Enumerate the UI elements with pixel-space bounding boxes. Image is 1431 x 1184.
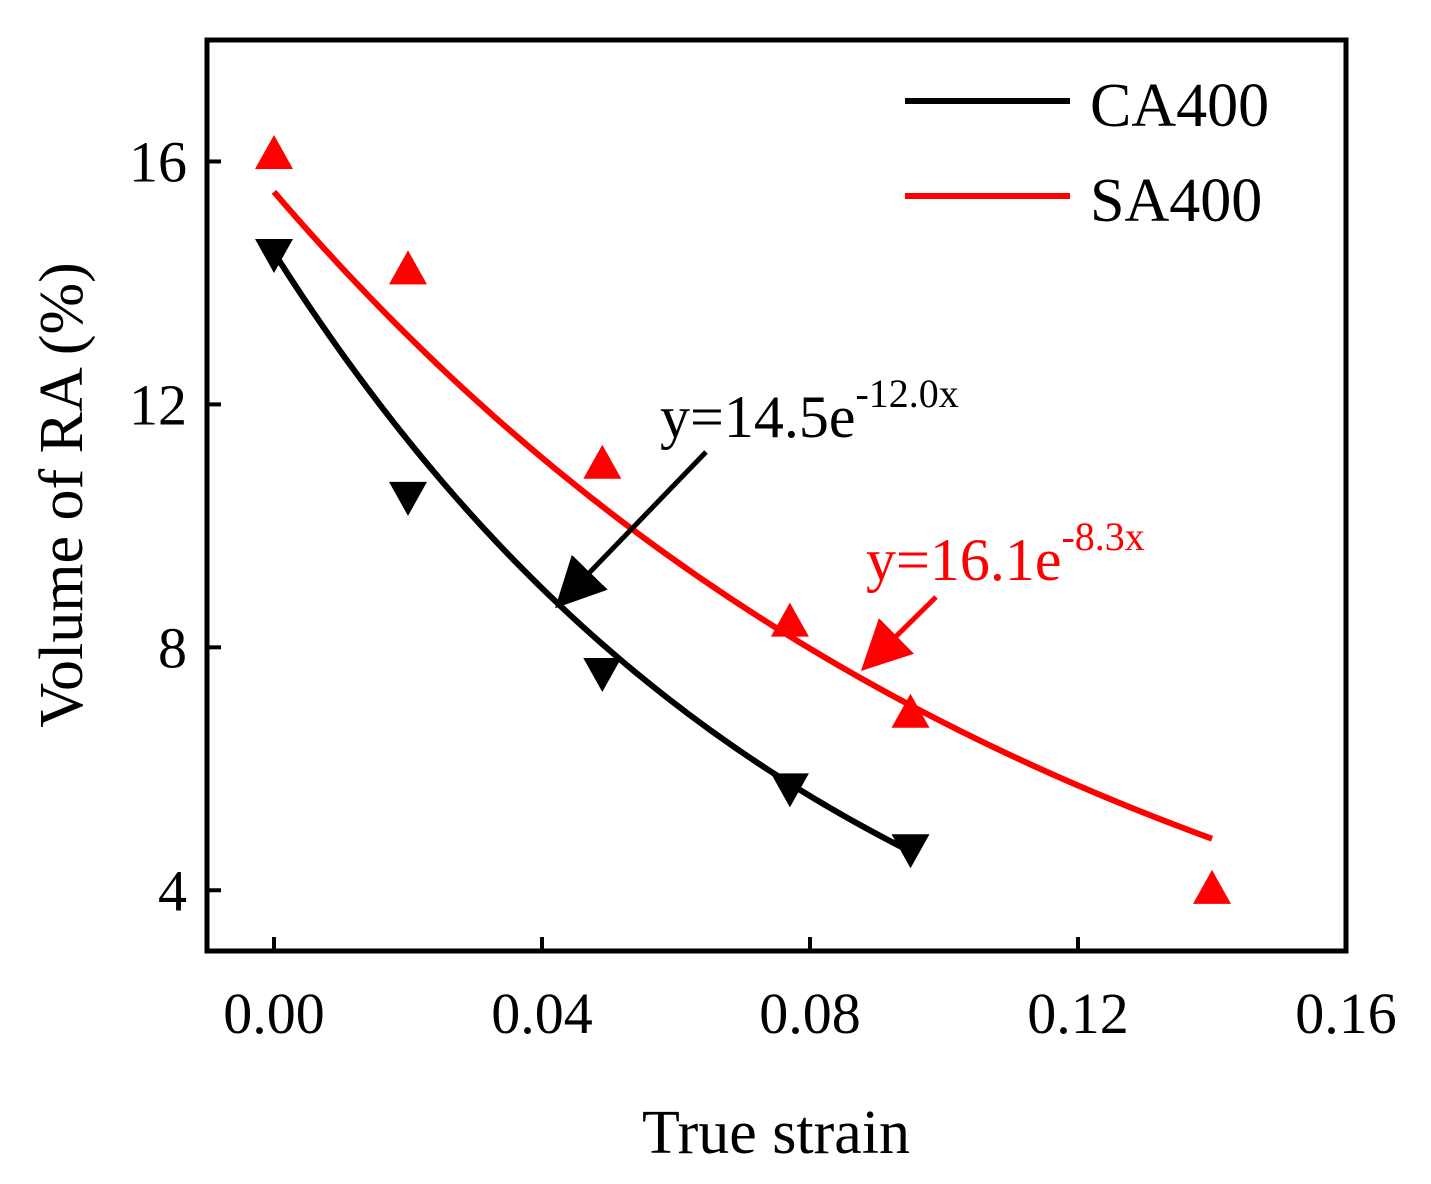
x-axis: 0.00 0.04 0.08 0.12 0.16	[223, 937, 1397, 1046]
fit-curves	[271, 189, 1214, 855]
y-axis-title: Volume of RA (%)	[28, 262, 96, 728]
x-tick-label: 0.08	[759, 981, 861, 1046]
data-point-sa400	[770, 602, 809, 637]
x-tick-label: 0.00	[223, 981, 325, 1046]
arrow-ca400	[555, 450, 708, 609]
svg-text:y=16.1e-8.3x: y=16.1e-8.3x	[866, 514, 1145, 593]
equation-ca400: y=14.5e-12.0x	[555, 371, 959, 609]
y-tick-label: 16	[129, 129, 187, 194]
arrow-sa400	[860, 595, 938, 672]
data-point-sa400	[389, 250, 427, 285]
x-tick-label: 0.04	[491, 981, 593, 1046]
legend: CA400 SA400	[905, 72, 1269, 235]
plot-frame	[204, 37, 1349, 954]
data-point-ca400	[389, 481, 427, 516]
equation-ca400-exponent: -12.0x	[855, 371, 958, 416]
x-tick-label: 0.12	[1027, 981, 1129, 1046]
data-point-sa400	[583, 444, 622, 479]
data-point-ca400	[583, 658, 622, 692]
data-points	[255, 135, 1231, 904]
equation-ca400-base: y=14.5e	[660, 384, 855, 450]
legend-label-sa400: SA400	[1090, 167, 1262, 235]
y-axis: 4 8 12 16	[129, 129, 221, 923]
equation-sa400-base: y=16.1e	[866, 527, 1061, 593]
equation-sa400: y=16.1e-8.3x	[860, 514, 1145, 672]
x-tick-label: 0.16	[1295, 981, 1397, 1046]
fit-curve-ca400	[271, 250, 912, 855]
data-point-sa400	[255, 135, 293, 169]
svg-text:y=14.5e-12.0x: y=14.5e-12.0x	[660, 371, 959, 450]
x-axis-title: True strain	[642, 1099, 910, 1167]
legend-label-ca400: CA400	[1090, 72, 1269, 140]
data-point-ca400	[770, 773, 809, 808]
equation-sa400-exponent: -8.3x	[1061, 514, 1144, 559]
y-tick-label: 8	[158, 615, 187, 680]
fit-curve-sa400	[271, 189, 1214, 842]
data-point-ca400	[255, 239, 293, 273]
data-point-ca400	[891, 834, 930, 869]
data-point-sa400	[1193, 869, 1231, 904]
y-tick-label: 4	[158, 858, 187, 923]
y-tick-label: 12	[129, 372, 187, 437]
data-point-sa400	[891, 693, 930, 728]
